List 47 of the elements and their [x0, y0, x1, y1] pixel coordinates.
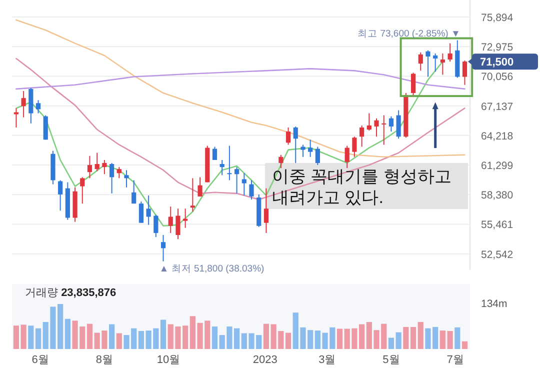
bar	[285, 332, 292, 349]
bar	[108, 324, 115, 349]
line-series	[16, 68, 466, 90]
bar	[20, 324, 26, 349]
bar	[410, 326, 416, 349]
bar	[13, 326, 19, 349]
bar	[418, 322, 424, 349]
x-tick-label: 6월	[32, 354, 49, 366]
x-tick-label: 7월	[446, 354, 464, 366]
bar	[212, 326, 218, 349]
bar	[396, 332, 402, 349]
bar	[116, 333, 122, 349]
bar	[403, 326, 409, 349]
y-tick-label: 64,218	[481, 130, 514, 142]
bar	[454, 327, 460, 349]
y-tick-label: 58,380	[481, 190, 514, 202]
y-tick-label: 72,975	[481, 42, 514, 54]
line-series	[16, 19, 466, 158]
bar	[138, 331, 144, 349]
y-tick-label: 67,137	[481, 100, 514, 113]
x-tick-label: 3월	[318, 354, 336, 366]
x-tick-label: 2023	[252, 354, 278, 366]
bar	[388, 338, 394, 349]
x-tick-label: 8월	[96, 354, 114, 366]
text: 134m	[481, 298, 508, 310]
bar	[28, 326, 34, 349]
bar	[64, 318, 70, 349]
chart-title: 거래량 23,835,876	[25, 287, 116, 299]
bar	[86, 324, 93, 349]
x-tick-label: 5월	[382, 354, 400, 366]
annotation: 이중 꼭대기를 형성하고 내려가고 있다.	[272, 167, 452, 207]
annotation: 최고 73,600 (-2.85%) ▼	[358, 28, 460, 40]
bar	[336, 328, 343, 349]
bar	[35, 328, 42, 349]
bar	[263, 324, 270, 349]
x-tick-label: 10월	[156, 354, 180, 366]
annotation: ▲ 최저 51,800 (38.03%)	[159, 263, 264, 274]
y-tick-label: 70,056	[481, 71, 514, 84]
bar	[462, 341, 468, 349]
y-tick-label: 61,299	[481, 160, 514, 172]
y-tick-label: 52,542	[481, 248, 514, 261]
y-tick-label: 75,894	[481, 12, 514, 24]
y-tick-label: 55,461	[481, 219, 514, 232]
annotation: 71,500	[480, 56, 514, 69]
bar	[160, 320, 166, 349]
bar	[234, 328, 240, 349]
bar	[359, 324, 365, 349]
